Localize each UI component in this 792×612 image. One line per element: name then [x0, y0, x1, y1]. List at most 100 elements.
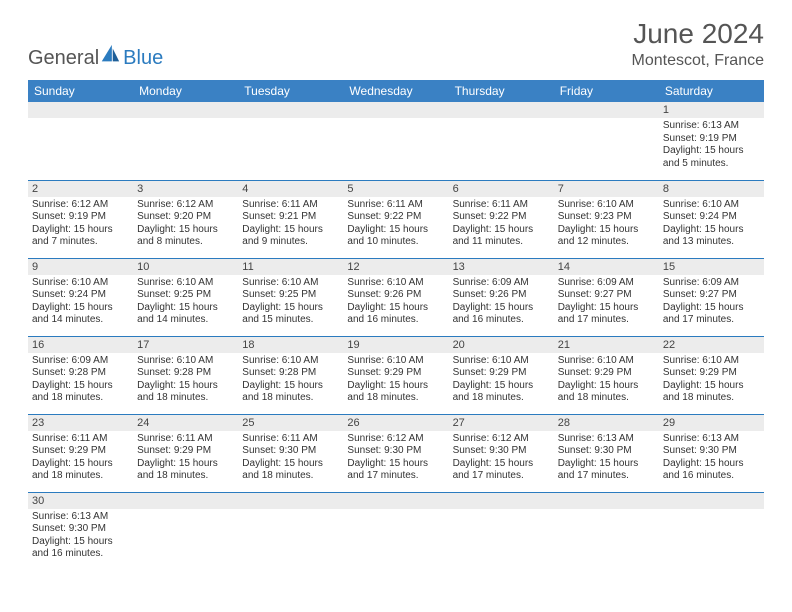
day-number: 1: [659, 102, 764, 118]
daylight-text: Daylight: 15 hours and 15 minutes.: [242, 302, 339, 327]
day-number: 8: [659, 181, 764, 197]
location: Montescot, France: [632, 52, 765, 70]
day-number: 15: [659, 259, 764, 275]
calendar-cell: 14Sunrise: 6:09 AMSunset: 9:27 PMDayligh…: [554, 258, 659, 336]
day-details: Sunrise: 6:09 AMSunset: 9:26 PMDaylight:…: [449, 275, 554, 331]
sunset-text: Sunset: 9:28 PM: [32, 367, 129, 380]
daylight-text: Daylight: 15 hours and 18 minutes.: [32, 380, 129, 405]
calendar-cell: 7Sunrise: 6:10 AMSunset: 9:23 PMDaylight…: [554, 180, 659, 258]
daylight-text: Daylight: 15 hours and 18 minutes.: [32, 458, 129, 483]
day-number: 3: [133, 181, 238, 197]
calendar-cell: 12Sunrise: 6:10 AMSunset: 9:26 PMDayligh…: [343, 258, 448, 336]
daylight-text: Daylight: 15 hours and 5 minutes.: [663, 145, 760, 170]
weekday-header: Wednesday: [343, 80, 448, 102]
calendar-cell: 15Sunrise: 6:09 AMSunset: 9:27 PMDayligh…: [659, 258, 764, 336]
day-number-bar: [238, 493, 343, 509]
sunset-text: Sunset: 9:29 PM: [453, 367, 550, 380]
calendar-cell: 5Sunrise: 6:11 AMSunset: 9:22 PMDaylight…: [343, 180, 448, 258]
day-details: Sunrise: 6:13 AMSunset: 9:30 PMDaylight:…: [659, 431, 764, 487]
calendar-cell: 8Sunrise: 6:10 AMSunset: 9:24 PMDaylight…: [659, 180, 764, 258]
calendar-cell: 28Sunrise: 6:13 AMSunset: 9:30 PMDayligh…: [554, 414, 659, 492]
day-number: 26: [343, 415, 448, 431]
day-number: 21: [554, 337, 659, 353]
sunset-text: Sunset: 9:27 PM: [663, 289, 760, 302]
day-number: 29: [659, 415, 764, 431]
day-number-bar: [449, 102, 554, 118]
sunset-text: Sunset: 9:28 PM: [242, 367, 339, 380]
day-details: Sunrise: 6:11 AMSunset: 9:21 PMDaylight:…: [238, 197, 343, 253]
sunset-text: Sunset: 9:29 PM: [558, 367, 655, 380]
sunset-text: Sunset: 9:19 PM: [663, 133, 760, 146]
calendar-cell: [449, 102, 554, 180]
sunset-text: Sunset: 9:22 PM: [453, 211, 550, 224]
daylight-text: Daylight: 15 hours and 18 minutes.: [137, 458, 234, 483]
daylight-text: Daylight: 15 hours and 18 minutes.: [558, 380, 655, 405]
day-details: Sunrise: 6:13 AMSunset: 9:30 PMDaylight:…: [28, 509, 133, 565]
sunset-text: Sunset: 9:29 PM: [32, 445, 129, 458]
sunrise-text: Sunrise: 6:13 AM: [558, 433, 655, 446]
sunrise-text: Sunrise: 6:10 AM: [32, 277, 129, 290]
sunrise-text: Sunrise: 6:10 AM: [347, 277, 444, 290]
day-details: Sunrise: 6:11 AMSunset: 9:29 PMDaylight:…: [28, 431, 133, 487]
calendar-page: General Blue June 2024 Montescot, France…: [0, 0, 792, 588]
weekday-header: Thursday: [449, 80, 554, 102]
sunrise-text: Sunrise: 6:11 AM: [242, 199, 339, 212]
sunrise-text: Sunrise: 6:10 AM: [558, 199, 655, 212]
calendar-cell: 19Sunrise: 6:10 AMSunset: 9:29 PMDayligh…: [343, 336, 448, 414]
calendar-cell: 26Sunrise: 6:12 AMSunset: 9:30 PMDayligh…: [343, 414, 448, 492]
daylight-text: Daylight: 15 hours and 18 minutes.: [242, 458, 339, 483]
calendar-row: 30Sunrise: 6:13 AMSunset: 9:30 PMDayligh…: [28, 492, 764, 570]
calendar-cell: [343, 102, 448, 180]
sunrise-text: Sunrise: 6:09 AM: [663, 277, 760, 290]
weekday-header: Friday: [554, 80, 659, 102]
calendar-cell: [133, 492, 238, 570]
calendar-cell: 9Sunrise: 6:10 AMSunset: 9:24 PMDaylight…: [28, 258, 133, 336]
calendar-cell: 29Sunrise: 6:13 AMSunset: 9:30 PMDayligh…: [659, 414, 764, 492]
sunrise-text: Sunrise: 6:11 AM: [347, 199, 444, 212]
daylight-text: Daylight: 15 hours and 10 minutes.: [347, 224, 444, 249]
sunset-text: Sunset: 9:30 PM: [347, 445, 444, 458]
header: General Blue June 2024 Montescot, France: [28, 18, 764, 70]
calendar-cell: 4Sunrise: 6:11 AMSunset: 9:21 PMDaylight…: [238, 180, 343, 258]
daylight-text: Daylight: 15 hours and 16 minutes.: [453, 302, 550, 327]
day-number: 14: [554, 259, 659, 275]
day-details: Sunrise: 6:10 AMSunset: 9:24 PMDaylight:…: [28, 275, 133, 331]
day-number: 2: [28, 181, 133, 197]
daylight-text: Daylight: 15 hours and 14 minutes.: [137, 302, 234, 327]
daylight-text: Daylight: 15 hours and 14 minutes.: [32, 302, 129, 327]
sunset-text: Sunset: 9:22 PM: [347, 211, 444, 224]
weekday-header: Saturday: [659, 80, 764, 102]
daylight-text: Daylight: 15 hours and 17 minutes.: [347, 458, 444, 483]
month-year: June 2024: [632, 18, 765, 50]
day-details: Sunrise: 6:10 AMSunset: 9:25 PMDaylight:…: [238, 275, 343, 331]
day-details: Sunrise: 6:10 AMSunset: 9:25 PMDaylight:…: [133, 275, 238, 331]
calendar-cell: 3Sunrise: 6:12 AMSunset: 9:20 PMDaylight…: [133, 180, 238, 258]
day-details: Sunrise: 6:09 AMSunset: 9:27 PMDaylight:…: [554, 275, 659, 331]
day-number: 6: [449, 181, 554, 197]
day-details: Sunrise: 6:10 AMSunset: 9:29 PMDaylight:…: [554, 353, 659, 409]
day-number-bar: [133, 493, 238, 509]
daylight-text: Daylight: 15 hours and 13 minutes.: [663, 224, 760, 249]
day-number: 22: [659, 337, 764, 353]
day-details: Sunrise: 6:10 AMSunset: 9:28 PMDaylight:…: [238, 353, 343, 409]
sunrise-text: Sunrise: 6:10 AM: [663, 199, 760, 212]
calendar-cell: 22Sunrise: 6:10 AMSunset: 9:29 PMDayligh…: [659, 336, 764, 414]
sunrise-text: Sunrise: 6:12 AM: [32, 199, 129, 212]
sunset-text: Sunset: 9:30 PM: [32, 523, 129, 536]
calendar-cell: 2Sunrise: 6:12 AMSunset: 9:19 PMDaylight…: [28, 180, 133, 258]
calendar-cell: [133, 102, 238, 180]
day-details: Sunrise: 6:12 AMSunset: 9:30 PMDaylight:…: [343, 431, 448, 487]
day-number: 10: [133, 259, 238, 275]
sunset-text: Sunset: 9:29 PM: [663, 367, 760, 380]
day-number: 20: [449, 337, 554, 353]
sunset-text: Sunset: 9:30 PM: [453, 445, 550, 458]
day-number: 28: [554, 415, 659, 431]
day-number: 24: [133, 415, 238, 431]
calendar-cell: 17Sunrise: 6:10 AMSunset: 9:28 PMDayligh…: [133, 336, 238, 414]
day-number: 4: [238, 181, 343, 197]
calendar-cell: 21Sunrise: 6:10 AMSunset: 9:29 PMDayligh…: [554, 336, 659, 414]
sunrise-text: Sunrise: 6:10 AM: [137, 277, 234, 290]
day-details: Sunrise: 6:10 AMSunset: 9:23 PMDaylight:…: [554, 197, 659, 253]
calendar-cell: 25Sunrise: 6:11 AMSunset: 9:30 PMDayligh…: [238, 414, 343, 492]
daylight-text: Daylight: 15 hours and 18 minutes.: [137, 380, 234, 405]
